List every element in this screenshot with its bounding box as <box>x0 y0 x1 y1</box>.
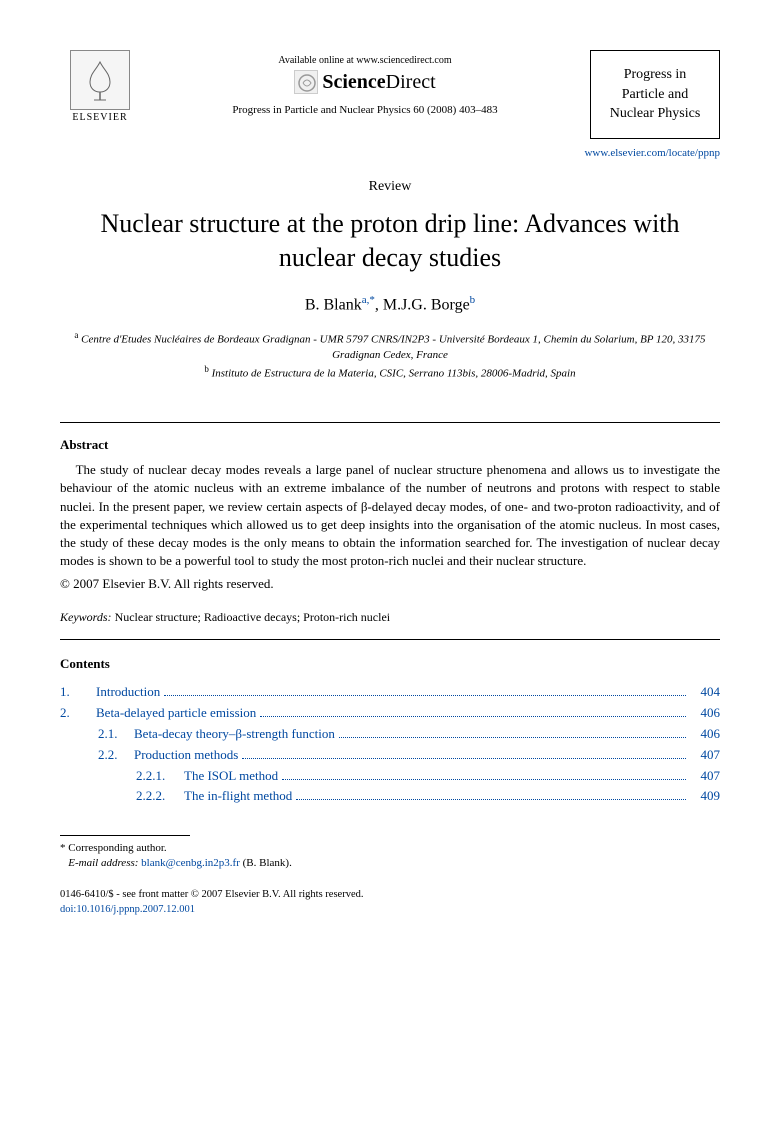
email-paren: (B. Blank). <box>243 857 292 869</box>
email-link[interactable]: blank@cenbg.in2p3.fr <box>141 857 240 869</box>
toc-label: Production methods <box>134 745 238 766</box>
toc-leader-dots <box>282 779 686 780</box>
toc-leader-dots <box>260 716 686 717</box>
abstract-heading: Abstract <box>60 437 720 453</box>
elsevier-tree-icon <box>70 50 130 110</box>
toc-page: 409 <box>690 786 720 807</box>
journal-box-line: Particle and <box>597 85 713 105</box>
journal-box-line: Progress in <box>597 65 713 85</box>
author-name: M.J.G. Borge <box>383 297 470 314</box>
toc-label: The ISOL method <box>184 766 278 787</box>
footer-meta: 0146-6410/$ - see front matter © 2007 El… <box>60 888 720 917</box>
corresponding-author-footnote: * Corresponding author. E-mail address: … <box>60 841 720 872</box>
sd-brand-science: Science <box>322 71 385 93</box>
toc-number: 2.1. <box>98 724 134 745</box>
journal-reference: Progress in Particle and Nuclear Physics… <box>140 104 590 116</box>
toc-label: Introduction <box>96 682 160 703</box>
affiliation-text: Instituto de Estructura de la Materia, C… <box>212 368 576 380</box>
toc-label: The in-flight method <box>184 786 292 807</box>
toc-leader-dots <box>242 758 686 759</box>
page-header: ELSEVIER Available online at www.science… <box>60 50 720 139</box>
sd-brand-direct: Direct <box>386 71 436 93</box>
contents-heading: Contents <box>60 656 720 672</box>
toc-number: 1. <box>60 682 96 703</box>
journal-box-wrapper: Progress in Particle and Nuclear Physics <box>590 50 720 139</box>
available-online-text: Available online at www.sciencedirect.co… <box>140 55 590 66</box>
footnote-corr: * Corresponding author. <box>60 841 720 856</box>
toc-number: 2.2.1. <box>136 766 184 787</box>
author-affil-marker: a,* <box>362 294 375 306</box>
journal-title-box: Progress in Particle and Nuclear Physics <box>590 50 720 139</box>
email-label: E-mail address: <box>68 857 138 869</box>
toc-number: 2.2. <box>98 745 134 766</box>
keywords-text: Nuclear structure; Radioactive decays; P… <box>112 610 391 624</box>
header-center: Available online at www.sciencedirect.co… <box>140 50 590 116</box>
toc-entry[interactable]: 2.Beta-delayed particle emission 406 <box>60 703 720 724</box>
toc-number: 2.2.2. <box>136 786 184 807</box>
toc-number: 2. <box>60 703 96 724</box>
author-name: B. Blank <box>305 297 362 314</box>
abstract-copyright: © 2007 Elsevier B.V. All rights reserved… <box>60 576 720 592</box>
toc-page: 406 <box>690 703 720 724</box>
article-title: Nuclear structure at the proton drip lin… <box>60 207 720 275</box>
keywords-label: Keywords: <box>60 610 112 624</box>
elsevier-logo: ELSEVIER <box>60 50 140 123</box>
doi-label: doi: <box>60 904 76 915</box>
journal-box-line: Nuclear Physics <box>597 104 713 124</box>
elsevier-label: ELSEVIER <box>72 112 127 123</box>
keywords: Keywords: Nuclear structure; Radioactive… <box>60 610 720 625</box>
front-matter-line: 0146-6410/$ - see front matter © 2007 El… <box>60 888 720 903</box>
affiliation-text: Centre d'Etudes Nucléaires de Bordeaux G… <box>81 333 705 360</box>
journal-link-anchor[interactable]: www.elsevier.com/locate/ppnp <box>584 147 720 159</box>
toc-label: Beta-delayed particle emission <box>96 703 256 724</box>
journal-url[interactable]: www.elsevier.com/locate/ppnp <box>60 147 720 159</box>
sciencedirect-icon <box>294 70 318 94</box>
toc-entry[interactable]: 2.2.2.The in-flight method 409 <box>60 786 720 807</box>
authors: B. Blanka,*, M.J.G. Borgeb <box>60 294 720 314</box>
toc-leader-dots <box>164 695 686 696</box>
toc-leader-dots <box>296 799 686 800</box>
toc-page: 406 <box>690 724 720 745</box>
affil-marker: b <box>204 364 209 374</box>
footnote-email-line: E-mail address: blank@cenbg.in2p3.fr (B.… <box>60 856 720 871</box>
toc-page: 407 <box>690 745 720 766</box>
toc-entry[interactable]: 2.2.Production methods 407 <box>60 745 720 766</box>
toc-entry[interactable]: 2.1.Beta-decay theory–β-strength functio… <box>60 724 720 745</box>
affil-marker: a <box>74 330 78 340</box>
sciencedirect-text: ScienceDirect <box>322 71 435 94</box>
toc-leader-dots <box>339 737 686 738</box>
table-of-contents: 1.Introduction4042.Beta-delayed particle… <box>60 682 720 807</box>
sciencedirect-logo: ScienceDirect <box>140 70 590 94</box>
section-divider <box>60 422 720 423</box>
footnote-rule <box>60 835 190 836</box>
doi-line: doi:10.1016/j.ppnp.2007.12.001 <box>60 903 720 918</box>
affiliations: a Centre d'Etudes Nucléaires de Bordeaux… <box>60 329 720 382</box>
doi-link[interactable]: 10.1016/j.ppnp.2007.12.001 <box>76 904 195 915</box>
toc-page: 404 <box>690 682 720 703</box>
author-affil-marker: b <box>470 294 476 306</box>
toc-label: Beta-decay theory–β-strength function <box>134 724 335 745</box>
toc-page: 407 <box>690 766 720 787</box>
section-divider <box>60 639 720 640</box>
toc-entry[interactable]: 1.Introduction 404 <box>60 682 720 703</box>
abstract-body: The study of nuclear decay modes reveals… <box>60 461 720 570</box>
article-type: Review <box>60 179 720 195</box>
toc-entry[interactable]: 2.2.1.The ISOL method 407 <box>60 766 720 787</box>
